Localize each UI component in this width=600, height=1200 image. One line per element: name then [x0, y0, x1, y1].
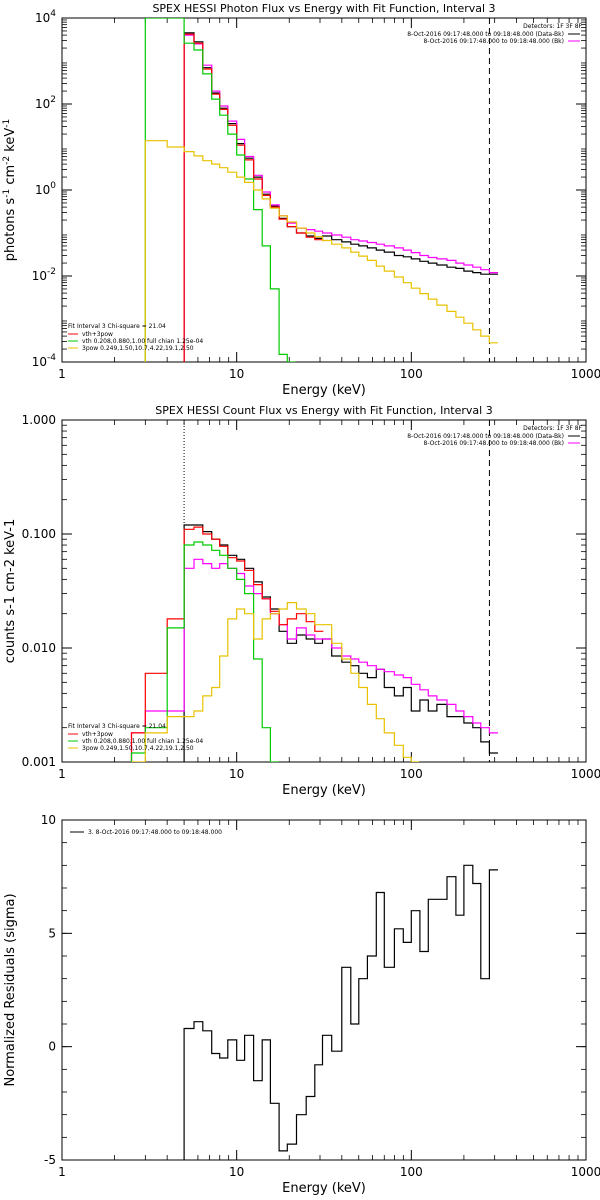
y-axis-label-part: keV: [3, 128, 18, 156]
x-tick-label: 10: [229, 367, 244, 381]
series-bk: [183, 34, 498, 362]
y-tick-label: 10-4: [32, 353, 57, 369]
legend-entry: 8-Oct-2016 09:17:48.000 to 09:18:48.000 …: [407, 31, 564, 38]
y-tick-exponent: -4: [47, 353, 56, 363]
y-tick-base: 10: [32, 269, 47, 283]
y-tick-base: 10: [32, 355, 47, 369]
legend-entry: vth 0.208,0.880,1.00 full chian 1.25e-04: [82, 738, 203, 745]
x-tick-label: 1: [58, 1165, 66, 1179]
y-tick-label: 1.000: [22, 413, 56, 427]
y-tick-label: 0.010: [22, 641, 56, 655]
series-vth_3pow: [183, 33, 324, 362]
chart-title: SPEX HESSI Photon Flux vs Energy with Fi…: [152, 2, 495, 15]
y-axis-label-part: photons s: [3, 198, 18, 262]
legend-fit-header: Fit Interval 3 Chi-square = 21.04: [68, 723, 166, 730]
y-tick-base: 10: [35, 11, 50, 25]
x-tick-label: 1000: [571, 367, 600, 381]
y-tick-label: 100: [35, 181, 56, 197]
series-three_pow: [144, 140, 498, 362]
residuals-panel: 1 10 100 1000 -5 0 5 10 Energy (keV) Normalized R…: [3, 813, 600, 1196]
y-tick-label: 102: [35, 95, 56, 111]
y-tick-label: 0: [48, 1040, 56, 1054]
x-axis-label: Energy (keV): [282, 783, 366, 798]
legend-fit-header: Fit Interval 3 Chi-square = 21.04: [68, 323, 166, 330]
x-tick-label: 1: [58, 367, 66, 381]
y-tick-label: 5: [48, 926, 56, 940]
legend-entry: 3pow 0.249,1.50,10.7,4.22,19.1,2.50: [82, 745, 194, 752]
x-axis-label: Energy (keV): [282, 383, 366, 398]
legend-detectors: Detectors: 1F 3F 8F: [523, 23, 582, 30]
y-tick-label: 0.001: [22, 755, 56, 769]
y-axis-label: photons s-1 cm-2 keV-1: [2, 119, 18, 261]
legend-entry: 3pow 0.249,1.50,10.7,4.22,19.1,2.50: [82, 345, 194, 352]
count-flux-panel: SPEX HESSI Count Flux vs Energy with Fit…: [3, 404, 600, 798]
y-tick-base: 10: [35, 97, 50, 111]
series-data_bk: [183, 32, 498, 362]
x-tick-label: 1000: [571, 767, 600, 781]
legend-entry: 3. 8-Oct-2016 09:17:48.000 to 09:18:48.0…: [88, 829, 222, 836]
y-axis-label: Normalized Residuals (sigma): [3, 893, 18, 1086]
y-axis-label-part: -1: [2, 189, 12, 198]
x-tick-label: 100: [400, 1165, 423, 1179]
x-tick-label: 100: [400, 767, 423, 781]
y-tick-label: 0.100: [22, 527, 56, 541]
legend-entry: vth+3pow: [82, 331, 113, 338]
legend-entry: 8-Oct-2016 09:17:48.000 to 09:18:48.000 …: [424, 38, 565, 45]
photon-flux-panel: SPEX HESSI Photon Flux vs Energy with Fi…: [2, 2, 600, 398]
x-tick-label: 1000: [571, 1165, 600, 1179]
y-tick-exponent: 0: [50, 181, 56, 191]
y-tick-label: 104: [35, 9, 56, 25]
y-axis-label-part: -1: [2, 119, 12, 128]
plot-frame: [61, 17, 587, 363]
legend-entry: 8-Oct-2016 09:17:48.000 to 09:18:48.000 …: [424, 440, 565, 447]
series-bk: [130, 558, 498, 762]
x-tick-label: 10: [229, 1165, 244, 1179]
plot-frame: [61, 419, 587, 763]
y-axis-label: counts s-1 cm-2 keV-1: [3, 519, 18, 664]
legend-detectors: Detectors: 1F 3F 8F: [523, 425, 582, 432]
y-tick-exponent: -2: [47, 267, 56, 277]
legend-entry: vth+3pow: [82, 731, 113, 738]
x-tick-label: 100: [400, 367, 423, 381]
y-tick-exponent: 2: [50, 95, 56, 105]
series-vth: [144, 18, 296, 362]
x-tick-label: 10: [229, 767, 244, 781]
series-three_pow: [131, 602, 420, 762]
series-vth: [130, 541, 279, 762]
legend-entry: vth 0.208,0.880,1.00 full chian 1.25e-04: [82, 338, 203, 345]
y-tick-exponent: 4: [50, 9, 56, 19]
x-tick-label: 1: [58, 767, 66, 781]
chart-title: SPEX HESSI Count Flux vs Energy with Fit…: [155, 404, 492, 417]
plot-frame: [61, 819, 587, 1161]
y-axis-label-part: cm: [3, 165, 18, 189]
y-tick-label: 10: [41, 813, 56, 827]
y-tick-label: -5: [44, 1153, 56, 1167]
y-tick-base: 10: [35, 183, 50, 197]
y-tick-label: 10-2: [32, 267, 56, 283]
series-residuals: [183, 864, 498, 1160]
y-axis-label-part: -2: [2, 156, 12, 165]
legend-entry: 8-Oct-2016 09:17:48.000 to 09:18:48.000 …: [407, 433, 564, 440]
x-axis-label: Energy (keV): [282, 1181, 366, 1196]
